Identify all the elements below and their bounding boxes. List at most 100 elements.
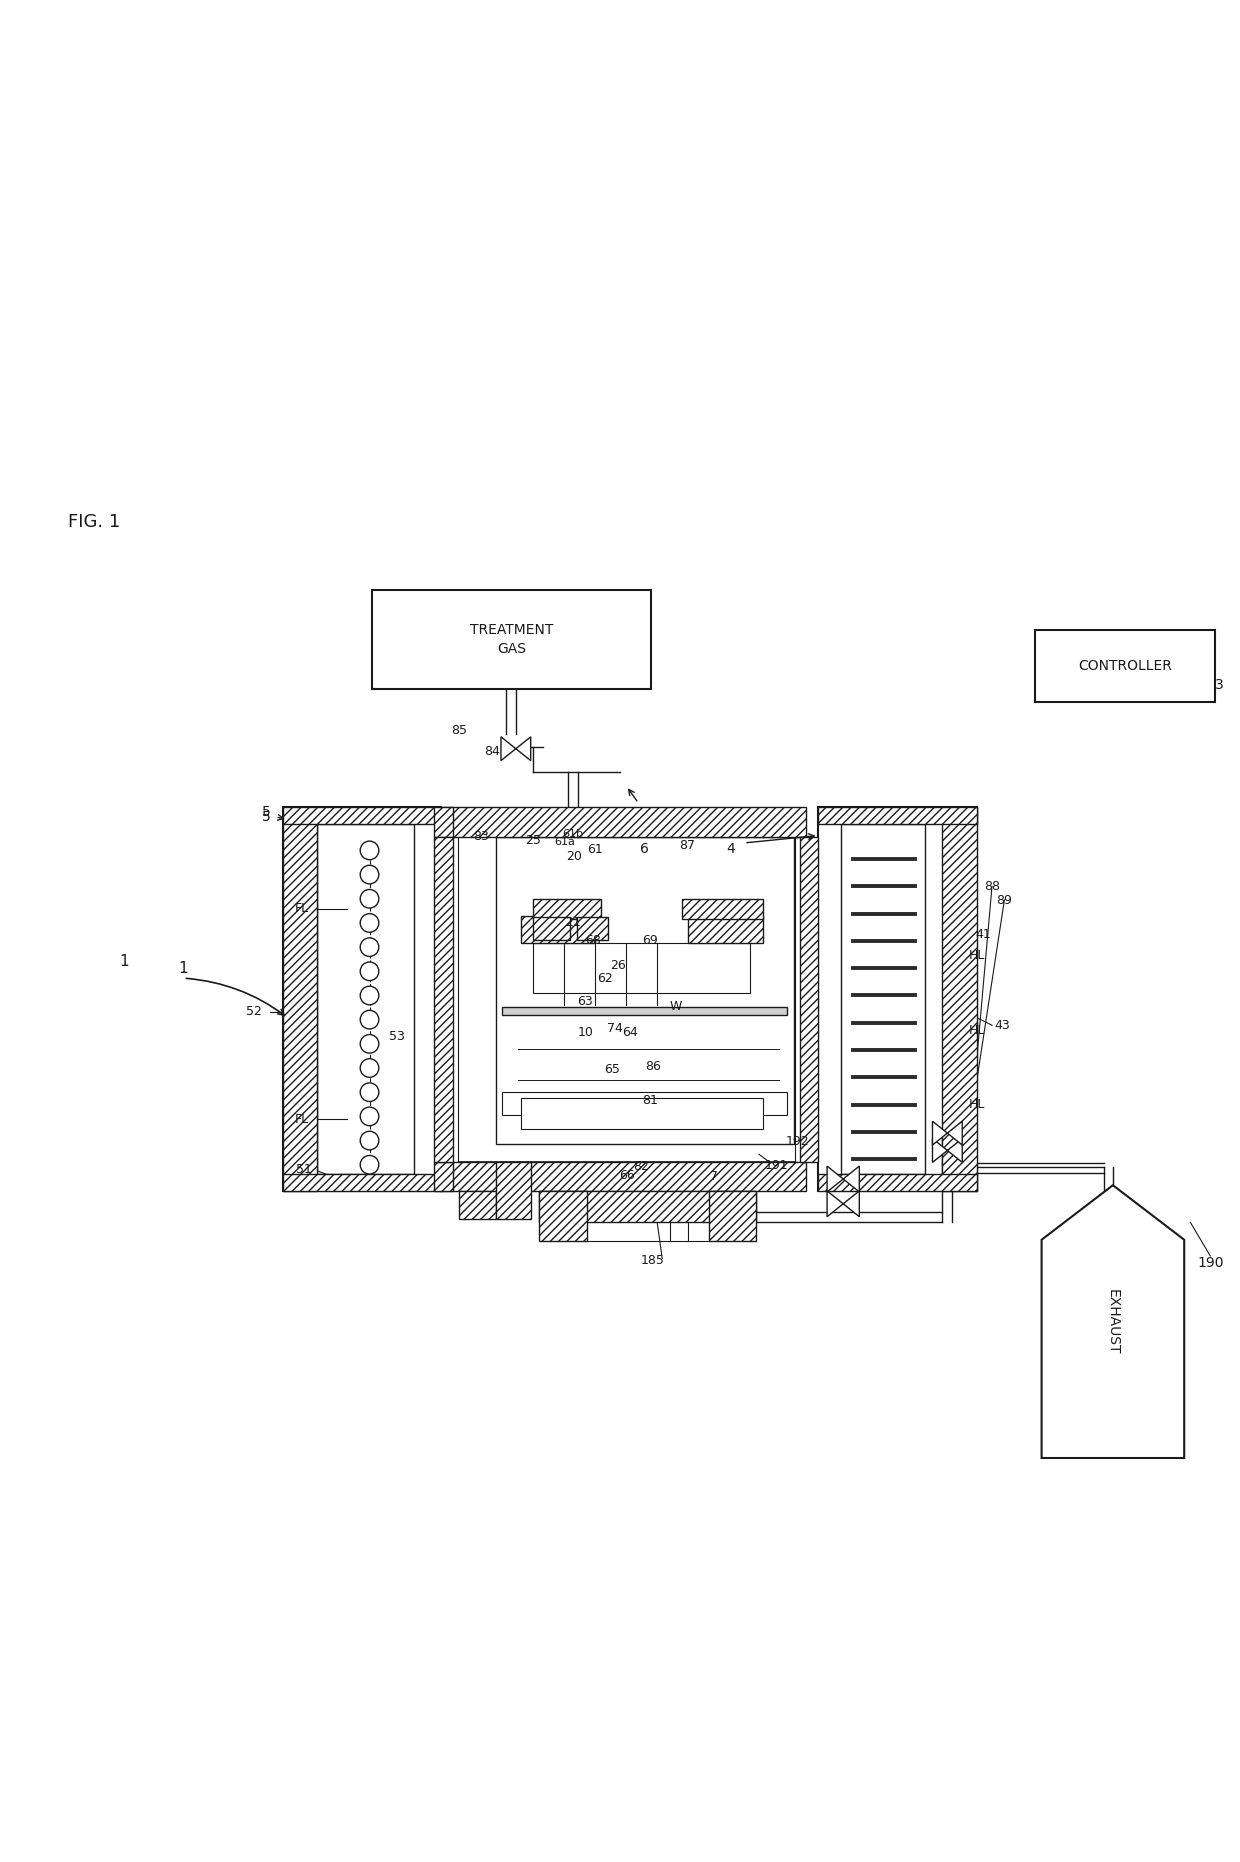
Text: 61b: 61b (563, 829, 583, 840)
Bar (818, 1175, 977, 1192)
Bar (688, 916, 763, 944)
Circle shape (360, 914, 379, 933)
Bar (372, 590, 651, 689)
Polygon shape (1042, 1186, 1184, 1458)
Text: 61a: 61a (554, 836, 574, 847)
Bar (521, 1099, 763, 1130)
Text: 83: 83 (474, 830, 489, 843)
Text: W: W (670, 1000, 682, 1013)
Polygon shape (501, 737, 531, 760)
Text: FL: FL (294, 903, 309, 916)
Text: 81: 81 (642, 1095, 657, 1108)
Bar (577, 918, 608, 940)
Text: 74: 74 (608, 1022, 622, 1035)
Text: 61: 61 (588, 843, 603, 857)
Text: 86: 86 (646, 1059, 661, 1073)
Bar (450, 836, 458, 1162)
Circle shape (360, 1084, 379, 1102)
Text: 88: 88 (985, 881, 999, 894)
Circle shape (360, 1156, 379, 1175)
Polygon shape (932, 1121, 962, 1145)
Circle shape (360, 890, 379, 909)
Bar (440, 1162, 806, 1192)
Bar (818, 806, 977, 1192)
Text: HL: HL (968, 950, 986, 963)
Text: 63: 63 (578, 994, 593, 1007)
Circle shape (360, 1059, 379, 1078)
Bar (496, 836, 794, 1145)
Circle shape (360, 1108, 379, 1127)
Bar (434, 836, 453, 1162)
Bar (502, 1007, 787, 1015)
Bar (453, 836, 800, 1162)
Text: CONTROLLER: CONTROLLER (1079, 659, 1172, 672)
Text: 5: 5 (262, 804, 272, 819)
Bar (1035, 629, 1215, 702)
Text: 185: 185 (640, 1255, 665, 1268)
Text: 6: 6 (640, 842, 650, 857)
Text: 191: 191 (764, 1158, 789, 1171)
Text: EXHAUST: EXHAUST (1106, 1289, 1120, 1354)
Text: FL: FL (294, 1113, 309, 1127)
Bar (521, 916, 595, 944)
Circle shape (360, 938, 379, 957)
Bar (539, 1192, 756, 1221)
Text: 1: 1 (179, 961, 188, 976)
Text: FIG. 1: FIG. 1 (68, 512, 120, 531)
Bar (942, 806, 977, 1192)
Text: 87: 87 (680, 840, 694, 853)
Bar (533, 944, 750, 992)
Circle shape (360, 1132, 379, 1151)
Bar (795, 836, 802, 1162)
Bar (434, 1162, 453, 1192)
Text: 41: 41 (976, 929, 991, 940)
Text: 65: 65 (605, 1063, 620, 1076)
Text: 190: 190 (1197, 1257, 1224, 1270)
Text: 4: 4 (725, 842, 735, 857)
Text: 7: 7 (711, 1169, 718, 1182)
Text: 66: 66 (620, 1169, 635, 1182)
Text: 5: 5 (262, 810, 272, 823)
Text: TREATMENT
GAS: TREATMENT GAS (470, 624, 553, 655)
Text: 25: 25 (526, 834, 541, 847)
Bar (709, 1192, 756, 1240)
Text: 43: 43 (994, 1019, 1009, 1032)
Text: 69: 69 (642, 935, 657, 948)
Bar (818, 806, 977, 825)
Bar (283, 806, 441, 1192)
Text: 64: 64 (622, 1026, 637, 1039)
Text: HL: HL (968, 1024, 986, 1037)
Bar (459, 1192, 496, 1220)
Polygon shape (827, 1192, 859, 1216)
Text: 52: 52 (247, 1005, 262, 1019)
Bar (533, 918, 570, 940)
Text: 51: 51 (296, 1162, 311, 1175)
Bar (283, 1175, 441, 1192)
Bar (502, 1093, 787, 1115)
Text: 53: 53 (389, 1030, 404, 1043)
Circle shape (360, 1035, 379, 1054)
Text: 89: 89 (997, 894, 1012, 907)
Circle shape (360, 963, 379, 981)
Bar (800, 836, 818, 1162)
Text: 85: 85 (451, 724, 466, 737)
Polygon shape (932, 1138, 962, 1162)
Text: 192: 192 (785, 1136, 810, 1149)
Text: 26: 26 (610, 959, 625, 972)
Bar (283, 806, 441, 825)
Bar (434, 806, 453, 836)
Bar (539, 1192, 587, 1240)
Circle shape (360, 842, 379, 860)
Circle shape (360, 866, 379, 884)
Text: 82: 82 (634, 1160, 649, 1173)
Text: 10: 10 (578, 1026, 593, 1039)
Text: HL: HL (968, 1099, 986, 1112)
Text: 62: 62 (598, 972, 613, 985)
Bar (440, 806, 806, 836)
Text: 3: 3 (1214, 678, 1224, 693)
Text: 68: 68 (585, 935, 600, 948)
Text: 84: 84 (485, 745, 500, 758)
Polygon shape (827, 1166, 859, 1192)
Circle shape (360, 987, 379, 1005)
Bar (496, 1162, 531, 1220)
